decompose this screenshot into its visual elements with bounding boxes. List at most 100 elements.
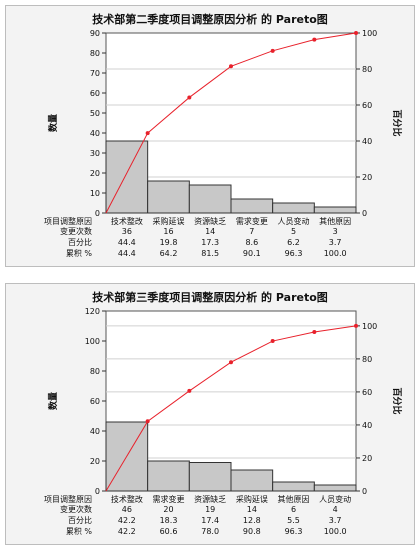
table-cell: 20 bbox=[163, 505, 173, 514]
table-row-label: 累积 % bbox=[66, 248, 93, 258]
category-label: 采购延误 bbox=[153, 216, 185, 226]
category-label: 资源缺乏 bbox=[194, 494, 226, 504]
table-cell: 100.0 bbox=[324, 249, 347, 258]
table-cell: 5 bbox=[291, 227, 296, 236]
table-cell: 60.6 bbox=[160, 527, 178, 536]
table-cell: 81.5 bbox=[201, 249, 219, 258]
cumulative-point bbox=[229, 64, 233, 69]
table-header-label: 项目调整原因 bbox=[44, 494, 92, 504]
table-row-label: 变更次数 bbox=[60, 504, 92, 514]
cumulative-point bbox=[312, 329, 317, 334]
table-cell: 18.3 bbox=[160, 516, 178, 525]
y-tick-label-right: 20 bbox=[362, 454, 372, 463]
table-cell: 17.4 bbox=[201, 516, 219, 525]
table-cell: 3.7 bbox=[329, 516, 342, 525]
table-header-label: 项目调整原因 bbox=[44, 216, 92, 226]
cumulative-point bbox=[312, 37, 317, 42]
bar bbox=[272, 202, 315, 214]
table-cell: 12.8 bbox=[243, 516, 261, 525]
y-tick-label-left: 70 bbox=[90, 69, 100, 78]
table-cell: 14 bbox=[247, 505, 257, 514]
table-cell: 8.6 bbox=[245, 238, 258, 247]
bar bbox=[105, 140, 149, 214]
bar bbox=[230, 198, 274, 214]
category-label: 其他原因 bbox=[278, 494, 310, 504]
y-tick-label-left: 80 bbox=[90, 49, 100, 58]
y-tick-label-right: 80 bbox=[362, 355, 372, 364]
y-tick-label-left: 20 bbox=[90, 457, 100, 466]
table-cell: 17.3 bbox=[201, 238, 219, 247]
table-cell: 3 bbox=[333, 227, 338, 236]
category-label: 技术整改 bbox=[111, 216, 143, 226]
y-tick-label-left: 60 bbox=[90, 89, 100, 98]
table-cell: 64.2 bbox=[160, 249, 178, 258]
y-axis-label-right: 百分比 bbox=[391, 387, 403, 414]
y-tick-label-left: 30 bbox=[90, 149, 100, 158]
category-label: 技术整改 bbox=[111, 494, 143, 504]
y-tick-label-left: 20 bbox=[90, 169, 100, 178]
y-tick-label-right: 40 bbox=[362, 421, 372, 430]
chart-title: 技术部第三季度项目调整原因分析 的 Pareto图 bbox=[92, 290, 328, 304]
table-cell: 6.2 bbox=[287, 238, 300, 247]
y-tick-label-right: 0 bbox=[362, 209, 367, 218]
bar bbox=[313, 206, 357, 214]
table-cell: 42.2 bbox=[118, 527, 136, 536]
category-label: 需求变更 bbox=[236, 216, 268, 226]
table-row-label: 变更次数 bbox=[60, 226, 92, 236]
bar bbox=[188, 462, 232, 492]
y-tick-label-left: 0 bbox=[95, 487, 100, 496]
bar bbox=[188, 184, 232, 214]
pareto-chart-q3: 技术部第三季度项目调整原因分析 的 Pareto图020406080100120… bbox=[44, 290, 403, 536]
table-cell: 6 bbox=[291, 505, 296, 514]
category-label: 需求变更 bbox=[153, 494, 185, 504]
pareto-chart-q2: 技术部第二季度项目调整原因分析 的 Pareto图010203040506070… bbox=[44, 12, 403, 258]
table-row-label: 累积 % bbox=[66, 526, 93, 536]
y-axis-label-left: 数量 bbox=[47, 392, 59, 410]
y-tick-label-right: 0 bbox=[362, 487, 367, 496]
y-tick-label-left: 10 bbox=[90, 189, 100, 198]
y-tick-label-left: 40 bbox=[90, 129, 100, 138]
cumulative-point bbox=[145, 131, 150, 136]
y-tick-label-right: 60 bbox=[362, 388, 372, 397]
table-cell: 19 bbox=[205, 505, 215, 514]
y-tick-label-left: 90 bbox=[90, 29, 100, 38]
pareto-panel-q2: 技术部第二季度项目调整原因分析 的 Pareto图 0 10 20 30 40 50 60 70… bbox=[5, 5, 415, 267]
y-tick-label-right: 100 bbox=[362, 322, 377, 331]
category-label: 其他原因 bbox=[319, 216, 351, 226]
cumulative-point bbox=[354, 31, 358, 35]
bar bbox=[230, 469, 274, 492]
bar bbox=[147, 460, 190, 492]
bar bbox=[313, 484, 357, 492]
y-tick-label-left: 120 bbox=[85, 307, 100, 316]
y-tick-label-right: 20 bbox=[362, 173, 372, 182]
table-cell: 90.8 bbox=[243, 527, 261, 536]
category-label: 资源缺乏 bbox=[194, 216, 226, 226]
y-tick-label-right: 80 bbox=[362, 65, 372, 74]
bar bbox=[147, 180, 190, 214]
table-cell: 96.3 bbox=[285, 249, 303, 258]
y-tick-label-right: 100 bbox=[362, 29, 377, 38]
y-tick-label-left: 40 bbox=[90, 427, 100, 436]
table-cell: 100.0 bbox=[324, 527, 347, 536]
y-tick-label-left: 50 bbox=[90, 109, 100, 118]
y-tick-label-left: 100 bbox=[85, 337, 100, 346]
y-tick-label-right: 60 bbox=[362, 101, 372, 110]
table-cell: 14 bbox=[205, 227, 215, 236]
y-tick-label-left: 60 bbox=[90, 397, 100, 406]
table-cell: 7 bbox=[249, 227, 254, 236]
cumulative-point bbox=[229, 360, 233, 365]
cumulative-point bbox=[187, 95, 192, 100]
chart-title: 技术部第二季度项目调整原因分析 的 Pareto图 bbox=[92, 12, 328, 26]
table-cell: 96.3 bbox=[285, 527, 303, 536]
cumulative-point bbox=[270, 48, 275, 53]
bar bbox=[272, 481, 315, 492]
y-axis-label-left: 数量 bbox=[47, 114, 59, 132]
table-cell: 90.1 bbox=[243, 249, 261, 258]
table-row-label: 百分比 bbox=[68, 237, 92, 247]
y-tick-label-left: 0 bbox=[95, 209, 100, 218]
cumulative-point bbox=[187, 388, 192, 393]
pareto-panel-q3: 技术部第三季度项目调整原因分析 的 Pareto图 0 20 40 60 80 100 120… bbox=[5, 283, 415, 545]
category-label: 人员变动 bbox=[278, 216, 310, 226]
table-cell: 46 bbox=[122, 505, 132, 514]
cumulative-point bbox=[354, 323, 358, 328]
